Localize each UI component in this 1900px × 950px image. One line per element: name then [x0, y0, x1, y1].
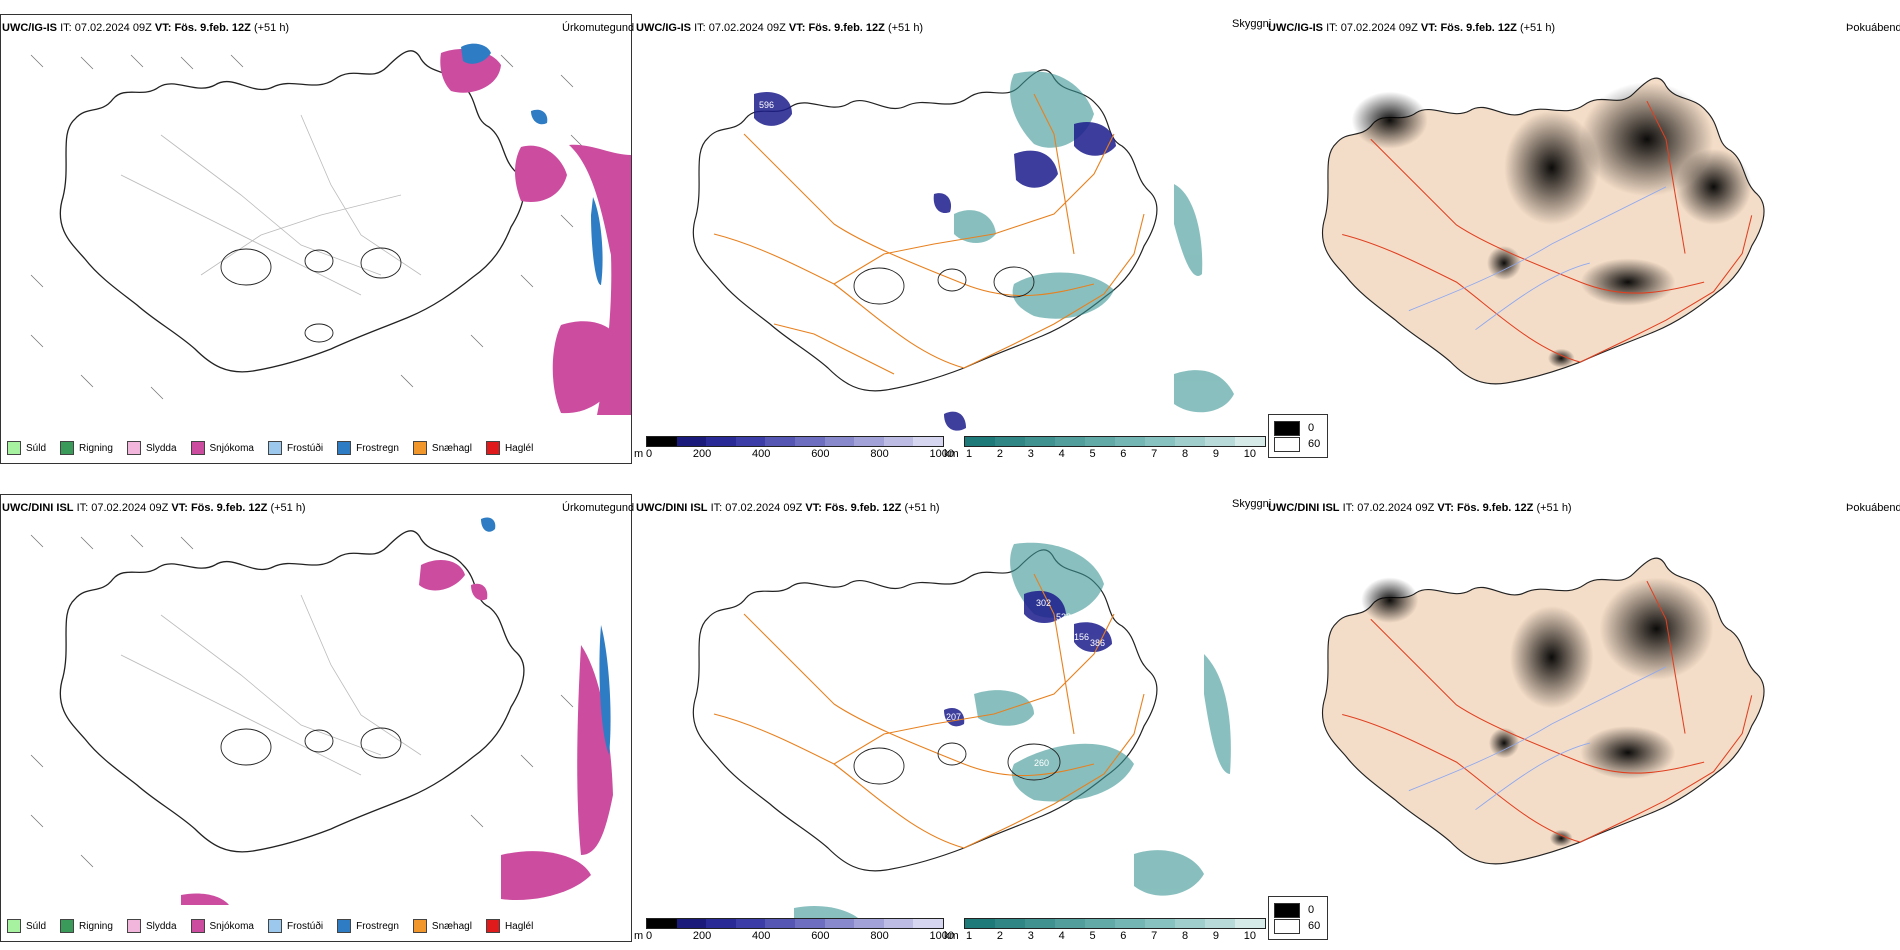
fog-rivers — [1408, 666, 1667, 811]
panel-title-bottom-left: UWC/DINI ISL IT: 07.02.2024 09Z VT: Fös.… — [2, 502, 306, 514]
panel-variable-precip-bottom: Úrkomutegund — [562, 502, 635, 514]
legend-item-sleet: Slydda — [126, 441, 177, 455]
fog-areas — [1361, 577, 1714, 847]
panel-title-top-left: UWC/IG-IS IT: 07.02.2024 09Z VT: Fös. 9.… — [2, 22, 290, 34]
map-label: 528 — [1056, 612, 1071, 622]
map-label: 279 — [956, 258, 971, 268]
fog-scale-top: 0 60 — [1268, 414, 1328, 458]
ceiling-unit: m — [634, 930, 644, 942]
panel-variable-precip-top: Úrkomutegund — [562, 22, 635, 34]
precip-type-panel-top: Súld Rigning Slydda Snjókoma Frostúði Fr… — [0, 14, 632, 464]
visibility-unit: km — [944, 448, 959, 460]
panel-title-bottom-right: UWC/DINI ISL IT: 07.02.2024 09Z VT: Fös.… — [1268, 502, 1572, 514]
panel-title-top-middle: UWC/IG-IS IT: 07.02.2024 09Z VT: Fös. 9.… — [636, 22, 924, 34]
fog-roads — [1342, 580, 1753, 843]
legend-item-freezing-drizzle: Frostúði — [267, 441, 323, 455]
legend-item-freezing-drizzle: Frostúði — [267, 919, 323, 933]
fog-rivers — [1408, 186, 1667, 331]
legend-item-drizzle: Súld — [7, 441, 46, 455]
cloud-map-top: 596 570 553 532 279 315 — [692, 69, 1234, 431]
wind-barbs — [30, 54, 584, 400]
visibility-colorbar-top: km 1 2 3 4 5 6 7 8 9 10 — [944, 436, 1266, 466]
roads — [713, 573, 1145, 849]
fog-map-top — [1321, 77, 1765, 385]
ceiling-areas — [944, 590, 1112, 727]
map-label: 553 — [1150, 132, 1165, 142]
ceiling-areas — [754, 92, 1116, 431]
cloud-map-bottom: 302 528 156 386 531 533 207 260 — [692, 542, 1231, 924]
fog-areas — [1351, 82, 1752, 368]
map-label: 315 — [936, 402, 951, 412]
legend-item-snow-pellets: Snæhagl — [412, 919, 472, 933]
map-label: 260 — [1034, 758, 1049, 768]
precip-type-panel-bottom: Súld Rigning Slydda Snjókoma Frostúði Fr… — [0, 494, 632, 942]
ceiling-unit: m — [634, 448, 644, 460]
precip-type-map-top — [30, 43, 631, 415]
visibility-unit: km — [944, 930, 959, 942]
legend-item-snow: Snjókoma — [190, 441, 254, 455]
legend-item-freezing-rain: Frostregn — [337, 919, 399, 933]
freezing-rain-areas — [481, 517, 611, 755]
legend-item-hail: Haglél — [485, 441, 533, 455]
legend-item-rain: Rigning — [60, 441, 113, 455]
precip-legend-top: Súld Rigning Slydda Snjókoma Frostúði Fr… — [7, 441, 533, 455]
legend-item-rain: Rigning — [60, 919, 113, 933]
panel-variable-cloud-bottom: Skyggni — [1232, 498, 1272, 510]
legend-item-hail: Haglél — [485, 919, 533, 933]
panel-variable-fog-top: Þokuábendi — [1846, 22, 1900, 34]
freezing-rain-areas — [461, 43, 603, 285]
panel-title-top-right: UWC/IG-IS IT: 07.02.2024 09Z VT: Fös. 9.… — [1268, 22, 1556, 34]
panel-variable-fog-bottom: Þokuábendi — [1846, 502, 1900, 514]
map-label: 532 — [1124, 198, 1139, 208]
precip-type-map-bottom — [30, 517, 613, 905]
visibility-colorbar-bottom: km 1 2 3 4 5 6 7 8 9 10 — [944, 918, 1266, 948]
map-label: 156 — [1074, 632, 1089, 642]
map-label: 386 — [1090, 638, 1105, 648]
fog-map-bottom — [1321, 557, 1765, 865]
map-label: 302 — [1036, 598, 1051, 608]
panel-title-bottom-middle: UWC/DINI ISL IT: 07.02.2024 09Z VT: Fös.… — [636, 502, 940, 514]
map-label: 531 — [1002, 652, 1017, 662]
cloud-panel-top: 596 570 553 532 279 315 — [634, 14, 1264, 464]
panel-variable-cloud-top: Skyggni — [1232, 18, 1272, 30]
fog-panel-top — [1266, 14, 1900, 454]
legend-item-drizzle: Súld — [7, 919, 46, 933]
map-label: 570 — [994, 198, 1009, 208]
legend-item-snow-pellets: Snæhagl — [412, 441, 472, 455]
fog-roads — [1342, 100, 1753, 363]
snow-areas — [181, 560, 613, 905]
snow-areas — [440, 49, 631, 415]
visibility-areas — [954, 71, 1234, 413]
fog-panel-bottom — [1266, 494, 1900, 934]
legend-item-sleet: Slydda — [126, 919, 177, 933]
wind-barbs — [30, 534, 574, 868]
legend-item-freezing-rain: Frostregn — [337, 441, 399, 455]
ceiling-colorbar-top: m 0 200 400 600 800 1000 — [634, 436, 954, 466]
fog-scale-bottom: 0 60 — [1268, 896, 1328, 940]
map-label: 596 — [759, 100, 774, 110]
roads — [713, 93, 1145, 375]
ceiling-colorbar-bottom: m 0 200 400 600 800 1000 — [634, 918, 954, 948]
precip-legend-bottom: Súld Rigning Slydda Snjókoma Frostúði Fr… — [7, 919, 533, 933]
map-label: 533 — [960, 682, 975, 692]
legend-item-snow: Snjókoma — [190, 919, 254, 933]
map-label: 207 — [946, 712, 961, 722]
cloud-panel-bottom: 302 528 156 386 531 533 207 260 — [634, 494, 1264, 934]
